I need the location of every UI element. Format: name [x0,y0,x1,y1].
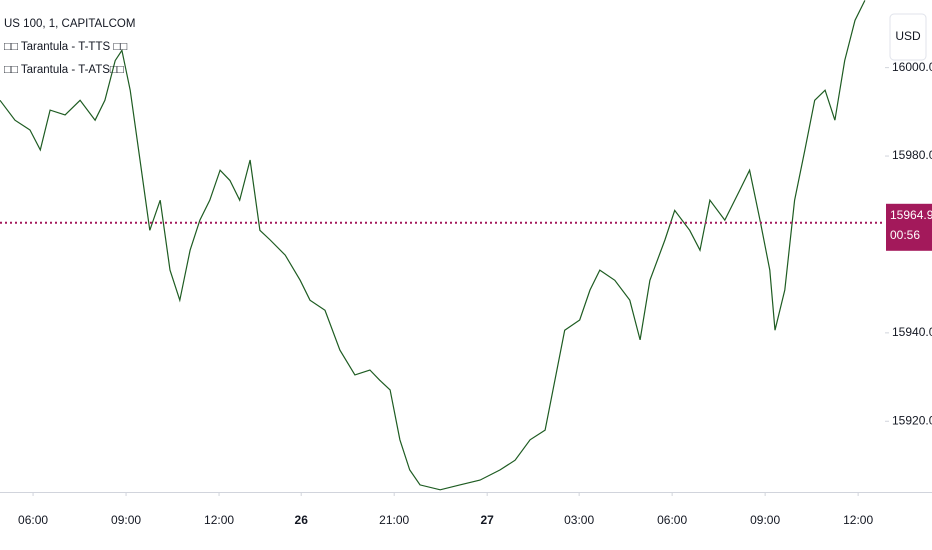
indicator-label: □□ Tarantula - T-TTS □□ [4,41,127,53]
y-tick-label: 16000.0 [892,60,932,74]
x-tick-label: 26 [295,513,309,527]
currency-button[interactable] [889,13,927,61]
x-tick-label: 06:00 [18,513,48,527]
current-price-box [886,203,932,251]
x-tick-label: 03:00 [564,513,594,527]
x-tick-label: 12:00 [843,513,873,527]
symbol-title: US 100, 1, CAPITALCOM [4,18,135,30]
indicator-label: □□ Tarantula - T-ATS□□ [4,64,124,76]
y-tick-label: 15980.0 [892,148,932,162]
countdown-label: 00:56 [890,228,920,242]
current-price-label: 15964.9 [890,208,932,222]
y-tick-label: 15940.0 [892,325,932,339]
y-tick-label: 15920.0 [892,413,932,427]
price-line [0,0,866,491]
x-tick-label: 09:00 [111,513,141,527]
currency-label[interactable]: USD [895,29,921,43]
x-tick-label: 06:00 [657,513,687,527]
axes: 15920.0 15940.0 15980.0 16000.0 06:00 09:00 12… [18,60,932,527]
x-tick-label: 27 [481,513,495,527]
x-tick-label: 12:00 [204,513,234,527]
x-tick-label: 21:00 [379,513,409,527]
plot-area [0,0,885,491]
x-tick-label: 09:00 [750,513,780,527]
